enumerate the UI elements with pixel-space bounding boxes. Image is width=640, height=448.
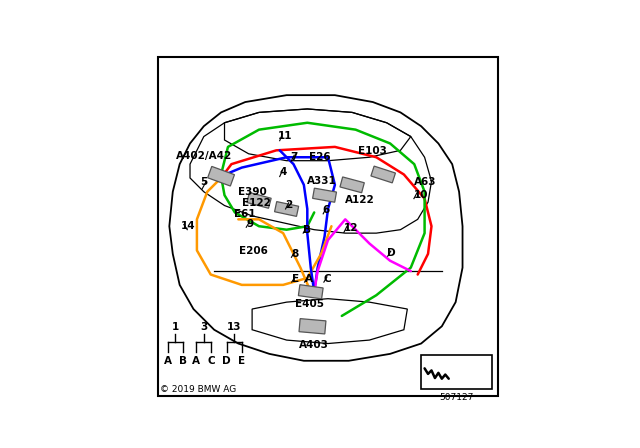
Text: C: C xyxy=(324,274,332,284)
Text: E405: E405 xyxy=(295,299,324,309)
Text: 9: 9 xyxy=(246,219,253,229)
Text: A: A xyxy=(192,356,200,366)
Text: 10: 10 xyxy=(413,190,428,199)
Text: E103: E103 xyxy=(358,146,387,156)
Text: 1: 1 xyxy=(172,323,179,332)
Text: A: A xyxy=(164,356,172,366)
Text: A: A xyxy=(305,274,312,284)
Text: A331: A331 xyxy=(307,177,337,186)
Text: D: D xyxy=(222,356,231,366)
Text: E390: E390 xyxy=(238,187,267,198)
Text: E: E xyxy=(238,356,245,366)
FancyBboxPatch shape xyxy=(247,193,271,208)
FancyBboxPatch shape xyxy=(299,319,326,334)
Text: B: B xyxy=(303,225,311,235)
Text: D: D xyxy=(387,248,396,258)
FancyBboxPatch shape xyxy=(340,177,364,193)
Text: 14: 14 xyxy=(180,221,195,231)
Text: 4: 4 xyxy=(279,167,286,177)
Text: E: E xyxy=(292,274,299,284)
Text: E26: E26 xyxy=(309,152,331,162)
Text: 7: 7 xyxy=(290,152,298,162)
Text: 3: 3 xyxy=(200,323,207,332)
Text: © 2019 BMW AG: © 2019 BMW AG xyxy=(159,384,236,393)
Text: 12: 12 xyxy=(344,223,358,233)
Bar xyxy=(421,354,492,389)
Text: 6: 6 xyxy=(323,205,330,215)
FancyBboxPatch shape xyxy=(312,188,337,202)
Text: B: B xyxy=(179,356,187,366)
FancyBboxPatch shape xyxy=(275,202,299,216)
Text: 8: 8 xyxy=(291,249,298,259)
Text: E206: E206 xyxy=(239,246,268,256)
FancyBboxPatch shape xyxy=(298,284,323,299)
FancyBboxPatch shape xyxy=(371,166,396,183)
Text: A63: A63 xyxy=(413,177,436,187)
Text: E61: E61 xyxy=(234,209,256,219)
Text: 5: 5 xyxy=(200,177,207,187)
Text: 11: 11 xyxy=(278,131,292,141)
Text: A122: A122 xyxy=(344,195,374,205)
Text: A402/A42: A402/A42 xyxy=(176,151,232,160)
Text: C: C xyxy=(207,356,215,366)
Text: A403: A403 xyxy=(299,340,328,350)
Text: E122: E122 xyxy=(242,198,271,208)
Text: 507127: 507127 xyxy=(439,393,474,402)
Text: 2: 2 xyxy=(285,199,292,210)
FancyBboxPatch shape xyxy=(207,166,234,186)
Text: 13: 13 xyxy=(227,323,241,332)
